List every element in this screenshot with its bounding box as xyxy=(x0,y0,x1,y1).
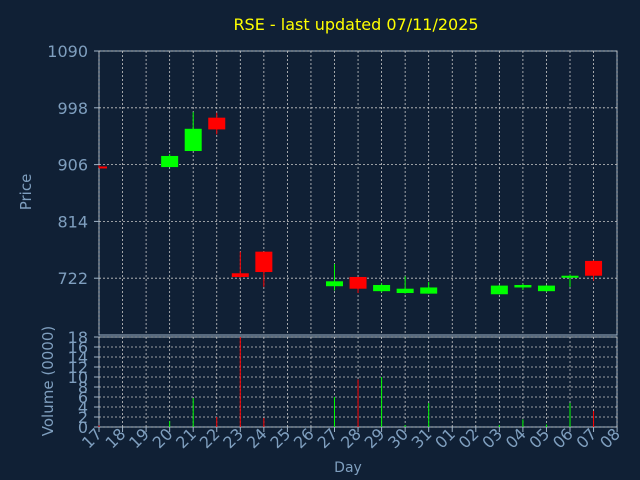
volume-tick-label: 16 xyxy=(68,338,88,357)
candle-body xyxy=(99,166,107,169)
candle-body xyxy=(373,284,391,292)
volume-tick-label: 8 xyxy=(78,378,88,397)
candle-body xyxy=(326,281,343,287)
candlestick xyxy=(373,283,391,293)
price-tick-label: 998 xyxy=(57,99,88,118)
volume-axis-label: Volume (0000) xyxy=(39,326,57,436)
candlestick xyxy=(537,284,555,292)
volume-tick-label: 6 xyxy=(78,388,88,407)
volume-tick-label: 10 xyxy=(68,368,88,387)
candlestick xyxy=(326,264,343,291)
candle-body xyxy=(514,284,532,288)
candlestick xyxy=(396,276,414,294)
price-axis-label: Price xyxy=(17,174,35,211)
candle-body xyxy=(349,276,367,289)
candle-body xyxy=(161,155,179,168)
candlestick xyxy=(585,260,603,281)
volume-tick-label: 0 xyxy=(78,418,88,437)
x-axis-label: Day xyxy=(334,460,362,476)
candlestick xyxy=(514,283,532,290)
price-tick-label: 906 xyxy=(57,156,88,175)
candlestick xyxy=(98,165,107,169)
candlestick xyxy=(490,284,508,295)
candlestick xyxy=(184,112,202,152)
volume-tick-label: 12 xyxy=(68,358,88,377)
candle-body xyxy=(184,128,202,152)
candlestick xyxy=(561,274,579,287)
candle-body xyxy=(208,117,226,130)
volume-panel: 1816141210864201718192021222324252627282… xyxy=(68,328,624,452)
volume-tick-label: 14 xyxy=(68,348,88,367)
volume-tick-label: 4 xyxy=(78,398,88,417)
x-tick-label: 08 xyxy=(596,424,624,452)
candlestick xyxy=(231,251,249,278)
volume-tick-label: 18 xyxy=(68,328,88,347)
candle-body xyxy=(537,285,555,292)
chart-title: RSE - last updated 07/11/2025 xyxy=(233,15,478,34)
candlestick xyxy=(349,276,367,294)
candle-body xyxy=(396,288,414,294)
price-panel: 1090 998 906 814 722 xyxy=(47,42,618,336)
candle-body xyxy=(561,275,579,278)
price-tick-label: 722 xyxy=(57,269,88,288)
price-tick-label: 1090 xyxy=(47,42,88,61)
candle-body xyxy=(231,273,249,277)
candlestick xyxy=(255,251,273,287)
candle-body xyxy=(490,285,508,295)
price-tick-label: 814 xyxy=(57,212,88,231)
candle-body xyxy=(420,287,438,294)
candlestick xyxy=(420,281,438,294)
volume-tick-label: 2 xyxy=(78,408,88,427)
candle-body xyxy=(255,251,273,273)
candlestick xyxy=(208,112,226,135)
candle-body xyxy=(585,260,603,276)
candlestick xyxy=(161,154,179,168)
